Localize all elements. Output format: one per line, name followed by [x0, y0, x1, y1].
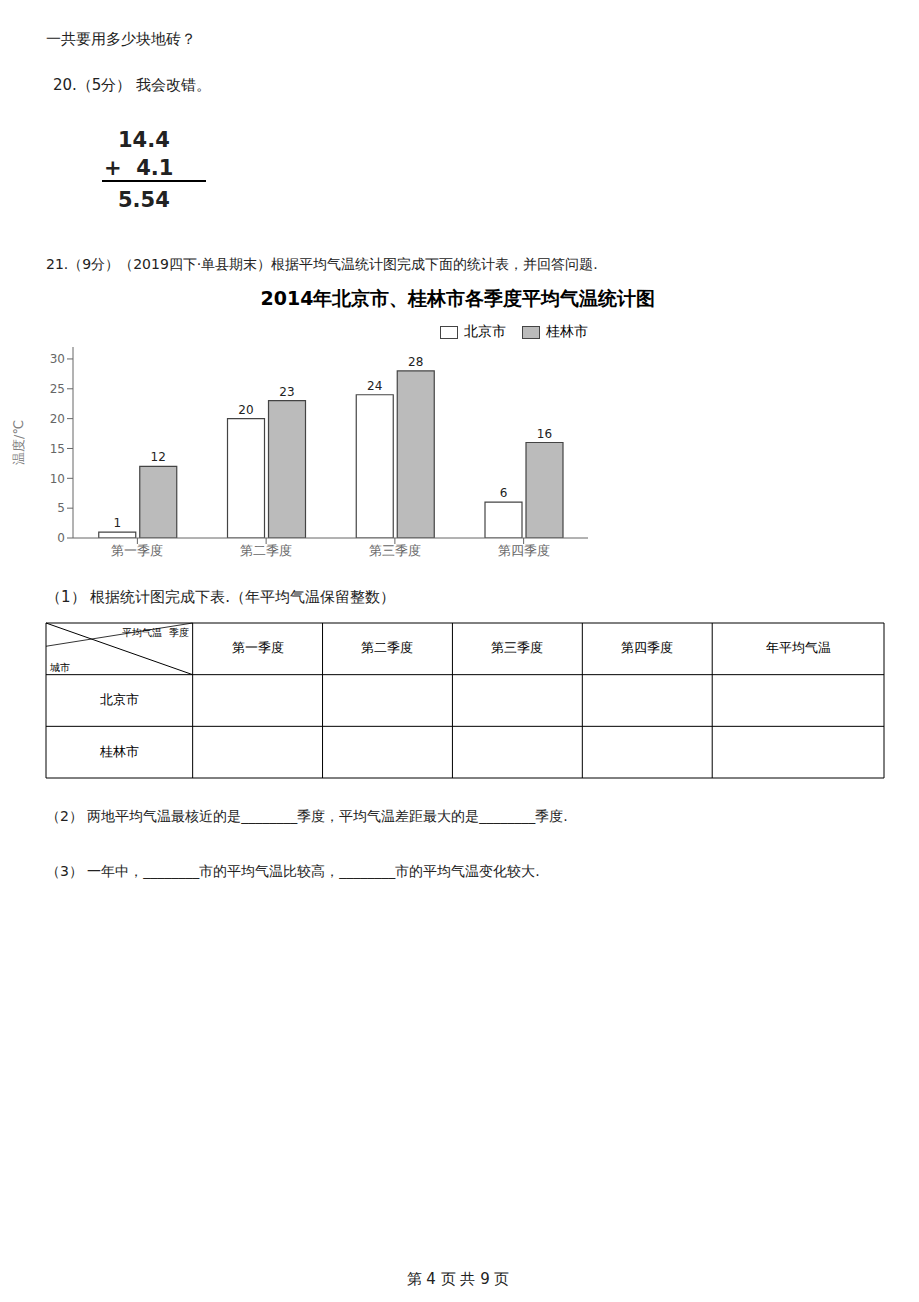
- svg-text:20: 20: [238, 403, 253, 417]
- html-text:2014年北京市、桂林市各季度平均气温统计图: 2014年北京市、桂林市各季度平均气温统计图: [260, 287, 656, 309]
- svg-text:第一季度: 第一季度: [111, 543, 163, 558]
- svg-text:城市: 城市: [49, 662, 70, 673]
- html-text:桂林市: 桂林市: [546, 323, 588, 339]
- svg-text:0: 0: [57, 531, 65, 545]
- svg-text:5: 5: [57, 501, 65, 515]
- svg-text:23: 23: [279, 385, 294, 399]
- svg-text:北京市: 北京市: [100, 692, 139, 707]
- html-text:+ 4.1: + 4.1: [104, 156, 174, 180]
- svg-text:30: 30: [50, 352, 65, 366]
- svg-text:第二季度: 第二季度: [240, 543, 292, 558]
- svg-text:平均气温 季度: 平均气温 季度: [122, 627, 188, 638]
- svg-text:15: 15: [50, 442, 65, 456]
- html-text:第 4 页 共 9 页: 第 4 页 共 9 页: [406, 1270, 510, 1288]
- svg-text:第三季度: 第三季度: [491, 640, 543, 655]
- svg-text:桂林市: 桂林市: [99, 744, 139, 759]
- html-text:北京市: 北京市: [464, 323, 506, 339]
- svg-text:第四季度: 第四季度: [621, 640, 673, 655]
- html-text:5.54: 5.54: [118, 188, 170, 212]
- svg-text:6: 6: [500, 486, 508, 500]
- svg-text:24: 24: [367, 379, 382, 393]
- svg-text:25: 25: [50, 382, 65, 396]
- html-text:21.（9分）（2019四下·单县期末）根据平均气温统计图完: 21.（9分）（2019四下·单县期末）根据平均气温统计图完成下面的统计表，并回…: [46, 256, 598, 272]
- svg-text:温度/℃: 温度/℃: [11, 420, 26, 465]
- html-text:14.4: 14.4: [118, 128, 170, 152]
- svg-text:10: 10: [50, 472, 65, 486]
- svg-text:12: 12: [151, 450, 166, 464]
- html-text:20.（5分） 我会改错。: 20.（5分） 我会改错。: [53, 76, 212, 94]
- svg-text:1: 1: [113, 516, 121, 530]
- html-text:一共要用多少块地砖？: 一共要用多少块地砖？: [46, 30, 196, 48]
- svg-text:第二季度: 第二季度: [361, 640, 413, 655]
- svg-text:年平均气温: 年平均气温: [766, 640, 831, 655]
- html-text:（1） 根据统计图完成下表.（年平均气温保留整数）: （1） 根据统计图完成下表.（年平均气温保留整数）: [46, 588, 396, 606]
- svg-text:28: 28: [408, 355, 423, 369]
- svg-text:第三季度: 第三季度: [369, 543, 421, 558]
- svg-text:16: 16: [537, 427, 552, 441]
- svg-text:20: 20: [50, 412, 65, 426]
- svg-text:第四季度: 第四季度: [498, 543, 550, 558]
- html-text:（2） 两地平均气温最核近的是________季度，平均气温: （2） 两地平均气温最核近的是________季度，平均气温差距最大的是____…: [46, 808, 568, 824]
- html-text:（3） 一年中，________市的平均气温比较高，____: （3） 一年中，________市的平均气温比较高，________市的平均气温…: [46, 863, 540, 879]
- svg-text:第一季度: 第一季度: [232, 640, 284, 655]
